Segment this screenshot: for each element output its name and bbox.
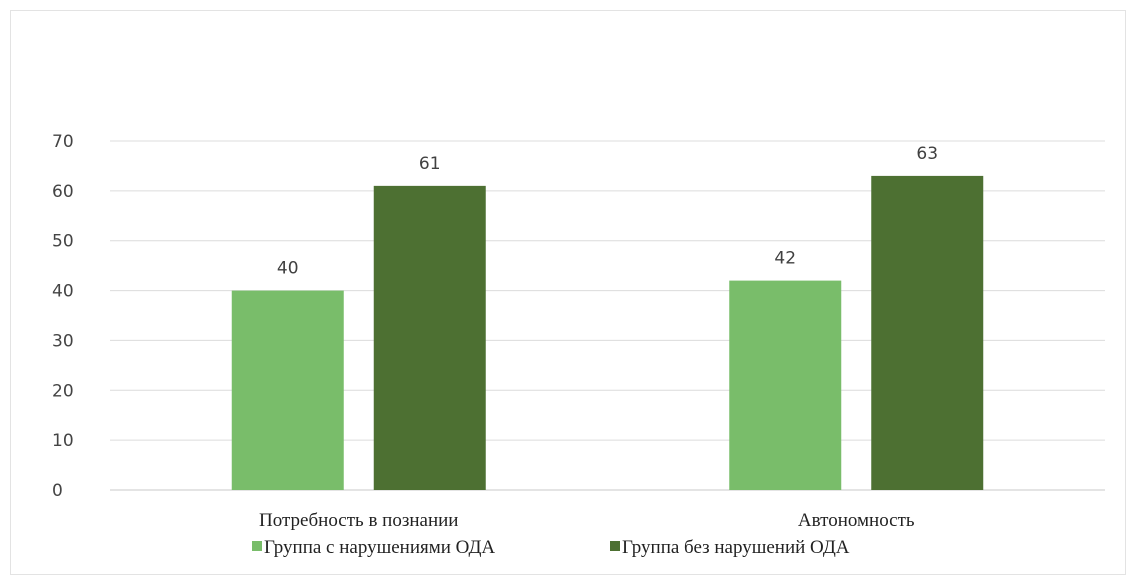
- bar: [373, 185, 486, 490]
- bar: [729, 280, 842, 490]
- category-label: Автономность: [798, 510, 915, 531]
- y-tick-label: 30: [52, 331, 74, 351]
- bars: [231, 175, 984, 490]
- y-tick-label: 10: [52, 431, 74, 451]
- data-labels: 40 61 42 63: [277, 144, 938, 279]
- legend: Группа с нарушениями ОДА Группа без наруш…: [252, 537, 850, 558]
- data-label: 63: [916, 144, 938, 164]
- legend-label: Группа с нарушениями ОДА: [264, 537, 495, 558]
- x-axis-categories: Потребность в познании Автономность: [259, 510, 915, 531]
- y-tick-label: 60: [52, 182, 74, 202]
- category-label: Потребность в познании: [259, 510, 458, 531]
- y-tick-label: 0: [52, 481, 63, 501]
- bar: [871, 175, 984, 490]
- data-label: 61: [419, 154, 441, 174]
- legend-label: Группа без нарушений ОДА: [622, 537, 850, 558]
- data-label: 42: [774, 249, 796, 269]
- y-tick-label: 40: [52, 282, 74, 302]
- y-tick-label: 50: [52, 232, 74, 252]
- y-axis-ticks: 0 10 20 30 40 50 60 70: [52, 132, 74, 501]
- y-tick-label: 70: [52, 132, 74, 152]
- y-tick-label: 20: [52, 381, 74, 401]
- legend-swatch: [610, 541, 620, 551]
- data-label: 40: [277, 259, 299, 279]
- bar: [231, 290, 344, 490]
- legend-swatch: [252, 541, 262, 551]
